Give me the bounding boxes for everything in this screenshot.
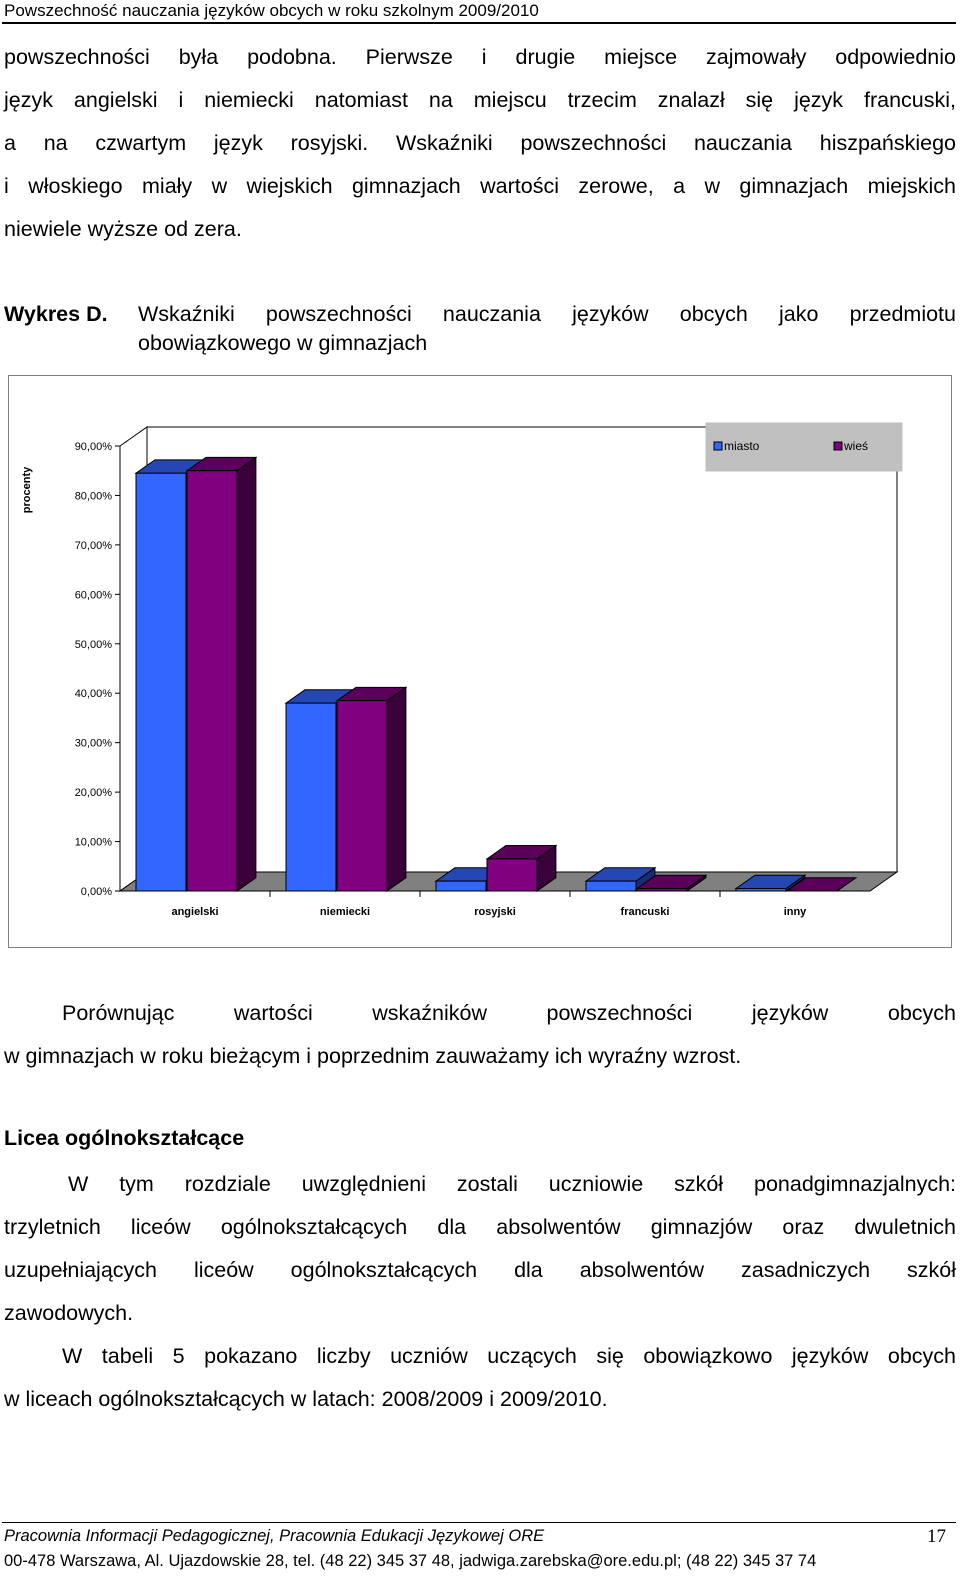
- header-title: Powszechność nauczania języków obcych w …: [4, 1, 539, 20]
- bar-niemiecki-series1: [285, 702, 337, 892]
- y-tick-label: 20,00%: [75, 787, 113, 799]
- chart-legend: [705, 422, 903, 472]
- section-line: uzupełniających liceów ogólnokształcącyc…: [4, 1258, 956, 1282]
- page-header: Powszechność nauczania języków obcych w …: [0, 0, 960, 24]
- intro-line: a na czwartym język rosyjski. Wskaźniki …: [4, 131, 956, 155]
- header-rule: [2, 22, 956, 24]
- bar-francuski-series1: [585, 880, 637, 892]
- page-footer: Pracownia Informacji Pedagogicznej, Prac…: [0, 1518, 960, 1593]
- section-line: zawodowych.: [4, 1301, 134, 1325]
- footer-institution: Pracownia Informacji Pedagogicznej, Prac…: [4, 1527, 545, 1545]
- caption-label: Wykres D.: [4, 302, 108, 326]
- intro-line: język angielski i niemiecki natomiast na…: [4, 88, 956, 112]
- bar-angielski-series2: [186, 470, 238, 892]
- bar-angielski-series1: [135, 472, 187, 892]
- x-tick-label: angielski: [171, 906, 218, 918]
- bar-francuski-series2: [636, 888, 688, 892]
- bar-top: [785, 877, 858, 892]
- intro-line: i włoskiego miały w wiejskich gimnazjach…: [4, 174, 956, 198]
- section-heading: Licea ogólnokształcące: [4, 1126, 245, 1150]
- bar-inny-series1: [735, 888, 787, 892]
- page-number: 17: [927, 1526, 946, 1547]
- bar-niemiecki-series2: [336, 700, 388, 892]
- y-tick-label: 40,00%: [75, 688, 113, 700]
- x-tick-label: francuski: [621, 906, 670, 918]
- bar-rosyjski-series1: [435, 880, 487, 892]
- intro-paragraph: powszechności była podobna. Pierwsze i d…: [4, 36, 956, 251]
- y-tick-label: 30,00%: [75, 738, 113, 750]
- section-paragraph-1: W tym rozdziale uwzględnieni zostali ucz…: [4, 1163, 956, 1335]
- y-tick-label: 80,00%: [75, 490, 113, 502]
- y-tick-label: 90,00%: [75, 441, 113, 453]
- bar-side: [236, 456, 257, 892]
- caption-text: Wskaźniki powszechności nauczania językó…: [138, 302, 956, 355]
- y-tick-label: 70,00%: [75, 540, 113, 552]
- bar-side: [386, 686, 407, 892]
- section-line: w liceach ogólnokształcących w latach: 2…: [4, 1387, 608, 1411]
- section-line: trzyletnich liceów ogólnokształcących dl…: [4, 1215, 956, 1239]
- legend-label: wieś: [843, 439, 868, 453]
- y-axis-label: procenty: [21, 466, 33, 513]
- legend-swatch: [713, 441, 723, 451]
- section-line: W tabeli 5 pokazano liczby uczniów ucząc…: [62, 1344, 956, 1368]
- y-tick-label: 50,00%: [75, 639, 113, 651]
- chart-back-wall: [146, 426, 898, 873]
- after-chart-paragraph: Porównując wartości wskaźników powszechn…: [4, 992, 956, 1078]
- bar-chart: 0,00% 10,00% 20,00% 30,00% 40,00% 50,00% 60,00…: [8, 375, 952, 948]
- bar-rosyjski-series2: [486, 858, 538, 892]
- section-paragraph-2: W tabeli 5 pokazano liczby uczniów ucząc…: [4, 1335, 956, 1421]
- legend-swatch: [833, 441, 843, 451]
- section-line: W tym rozdziale uwzględnieni zostali ucz…: [68, 1172, 956, 1196]
- legend-label: miasto: [724, 439, 760, 453]
- x-tick-label: rosyjski: [474, 906, 516, 918]
- after-chart-line: w gimnazjach w roku bieżącym i poprzedni…: [4, 1044, 742, 1068]
- footer-address: 00-478 Warszawa, Al. Ujazdowskie 28, tel…: [4, 1552, 817, 1570]
- intro-line: niewiele wyższe od zera.: [4, 217, 242, 241]
- intro-line: powszechności była podobna. Pierwsze i d…: [4, 45, 956, 69]
- x-tick-label: niemiecki: [320, 906, 370, 918]
- after-chart-line: Porównując wartości wskaźników powszechn…: [62, 1001, 956, 1025]
- y-tick-label: 10,00%: [75, 837, 113, 849]
- footer-rule: [2, 1522, 956, 1523]
- y-tick-label: 60,00%: [75, 589, 113, 601]
- chart-container: 0,00% 10,00% 20,00% 30,00% 40,00% 50,00% 60,00…: [8, 375, 952, 948]
- y-tick-label: 0,00%: [81, 886, 112, 898]
- x-tick-label: inny: [784, 906, 807, 918]
